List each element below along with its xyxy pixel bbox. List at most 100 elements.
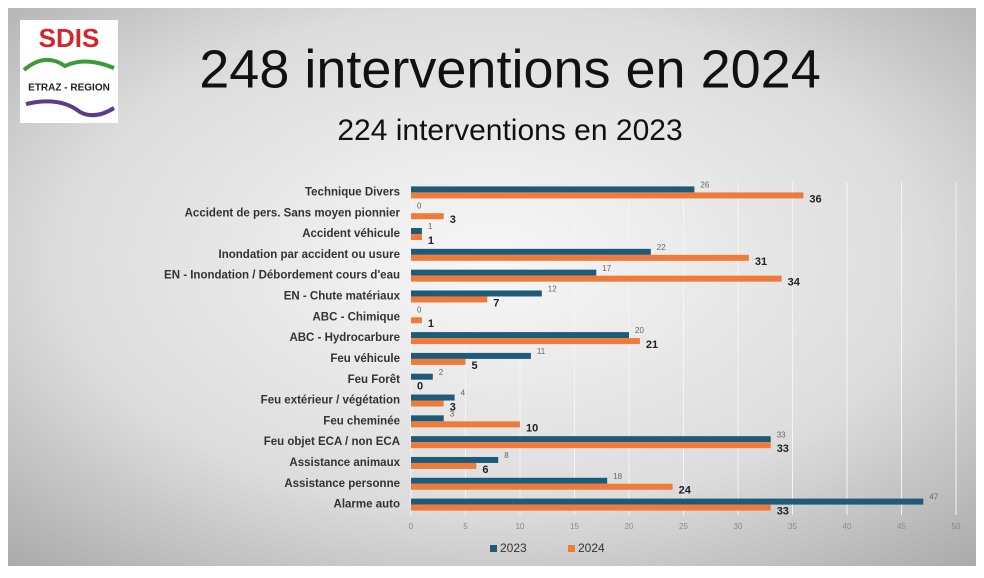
value-label: 4: [461, 389, 466, 398]
y-tick-label: ABC - Hydrocarbure: [289, 332, 400, 344]
value-label: 33: [777, 430, 786, 439]
y-tick-label: Feu Forêt: [348, 374, 401, 386]
x-tick-label: 10: [516, 522, 525, 531]
bar: [411, 400, 444, 407]
value-label: 18: [613, 472, 622, 481]
bar: [411, 456, 499, 463]
value-label: 22: [657, 243, 666, 252]
x-tick-label: 40: [843, 522, 852, 531]
value-label: 26: [700, 181, 709, 190]
value-label: 12: [548, 285, 557, 294]
bar: [411, 296, 488, 303]
bar: [411, 352, 531, 359]
value-label: 24: [679, 485, 692, 497]
bar: [411, 213, 444, 220]
x-tick-label: 50: [952, 522, 961, 531]
y-tick-label: Assistance animaux: [289, 457, 400, 469]
bar: [411, 248, 651, 255]
bar: [411, 394, 455, 401]
value-label: 3: [450, 214, 456, 226]
y-tick-label: Feu véhicule: [330, 353, 400, 365]
bar: [411, 269, 597, 276]
value-label: 5: [472, 360, 478, 372]
value-label: 0: [417, 381, 423, 393]
value-label: 3: [450, 409, 455, 418]
legend-label: 2024: [578, 541, 605, 555]
value-label: 8: [504, 451, 509, 460]
value-label: 6: [482, 464, 488, 476]
value-label: 17: [602, 264, 611, 273]
y-tick-label: Feu objet ECA / non ECA: [264, 436, 400, 448]
bar: [411, 228, 422, 235]
chart-subtitle: 224 interventions en 2023: [337, 114, 682, 147]
bar: [411, 483, 673, 490]
x-tick-label: 0: [409, 522, 414, 531]
value-label: 47: [929, 493, 938, 502]
chart-title: 248 interventions en 2024: [199, 39, 820, 99]
logo-hill: [22, 58, 115, 72]
bar: [411, 373, 433, 380]
y-tick-label: Inondation par accident ou usure: [219, 249, 400, 261]
y-tick-label: Feu cheminée: [323, 415, 400, 427]
bar: [411, 338, 640, 345]
legend-swatch: [568, 545, 575, 552]
logo-river: [25, 99, 116, 118]
bar: [411, 442, 771, 449]
y-tick-label: Assistance personne: [284, 478, 400, 490]
y-tick-label: Accident de pers. Sans moyen pionnier: [185, 207, 401, 219]
y-tick-label: Alarme auto: [334, 499, 400, 511]
bar: [411, 186, 695, 193]
bar: [411, 317, 422, 324]
bar: [411, 332, 629, 339]
y-tick-label: Feu extérieur / végétation: [261, 395, 400, 407]
bar: [411, 415, 444, 422]
value-label: 36: [809, 193, 821, 205]
bar: [411, 358, 466, 365]
value-label: 1: [428, 318, 434, 330]
bar: [411, 192, 804, 199]
bar: [411, 504, 771, 511]
bar: [411, 462, 477, 469]
value-label: 3: [450, 401, 456, 413]
value-label: 33: [777, 506, 789, 518]
value-label: 1: [428, 235, 434, 247]
bar: [411, 275, 782, 282]
legend-label: 2023: [500, 541, 527, 555]
value-label: 0: [417, 201, 422, 210]
bar: [411, 290, 542, 297]
value-label: 20: [635, 326, 644, 335]
value-label: 31: [755, 256, 767, 268]
bar: [411, 234, 422, 241]
value-label: 21: [646, 339, 658, 351]
x-tick-label: 20: [625, 522, 634, 531]
bar: [411, 421, 520, 428]
bar: [411, 254, 749, 261]
y-tick-label: Accident véhicule: [302, 228, 400, 240]
bar: [411, 436, 771, 443]
value-label: 34: [788, 277, 801, 289]
x-tick-label: 30: [734, 522, 743, 531]
y-tick-label: EN - Chute matériaux: [284, 291, 401, 303]
y-tick-label: Technique Divers: [305, 186, 400, 198]
logo-title: SDIS: [39, 23, 100, 53]
bar: [411, 498, 924, 505]
value-label: 1: [428, 222, 433, 231]
bar: [411, 477, 608, 484]
y-tick-label: EN - Inondation / Débordement cours d'ea…: [164, 270, 400, 282]
value-label: 11: [537, 347, 546, 356]
x-tick-label: 5: [463, 522, 468, 531]
value-label: 0: [417, 305, 422, 314]
value-label: 10: [526, 422, 538, 434]
logo: SDIS ETRAZ - REGION: [20, 20, 118, 123]
logo-subtitle: ETRAZ - REGION: [28, 83, 110, 94]
value-label: 2: [439, 368, 444, 377]
value-label: 7: [493, 297, 499, 309]
y-tick-label: ABC - Chimique: [312, 311, 400, 323]
x-tick-label: 35: [788, 522, 797, 531]
slide-background: [8, 8, 976, 566]
x-tick-label: 25: [679, 522, 688, 531]
x-tick-label: 15: [570, 522, 579, 531]
x-tick-label: 45: [897, 522, 906, 531]
